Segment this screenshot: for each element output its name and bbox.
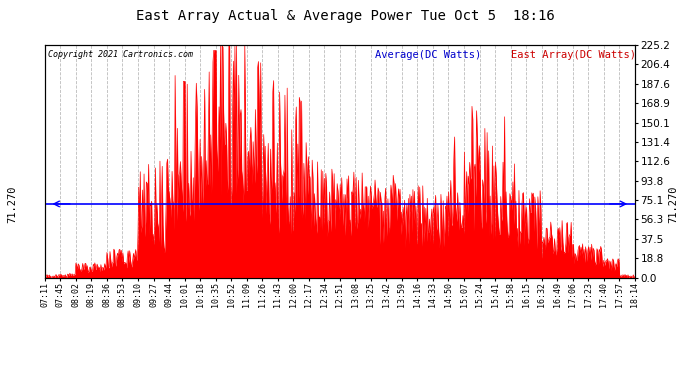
Text: Average(DC Watts): Average(DC Watts) xyxy=(375,50,482,60)
Text: East Array(DC Watts): East Array(DC Watts) xyxy=(511,50,636,60)
Text: Copyright 2021 Cartronics.com: Copyright 2021 Cartronics.com xyxy=(48,50,193,58)
Text: 71.270: 71.270 xyxy=(668,185,678,223)
Text: East Array Actual & Average Power Tue Oct 5  18:16: East Array Actual & Average Power Tue Oc… xyxy=(136,9,554,23)
Text: 71.270: 71.270 xyxy=(8,185,17,223)
